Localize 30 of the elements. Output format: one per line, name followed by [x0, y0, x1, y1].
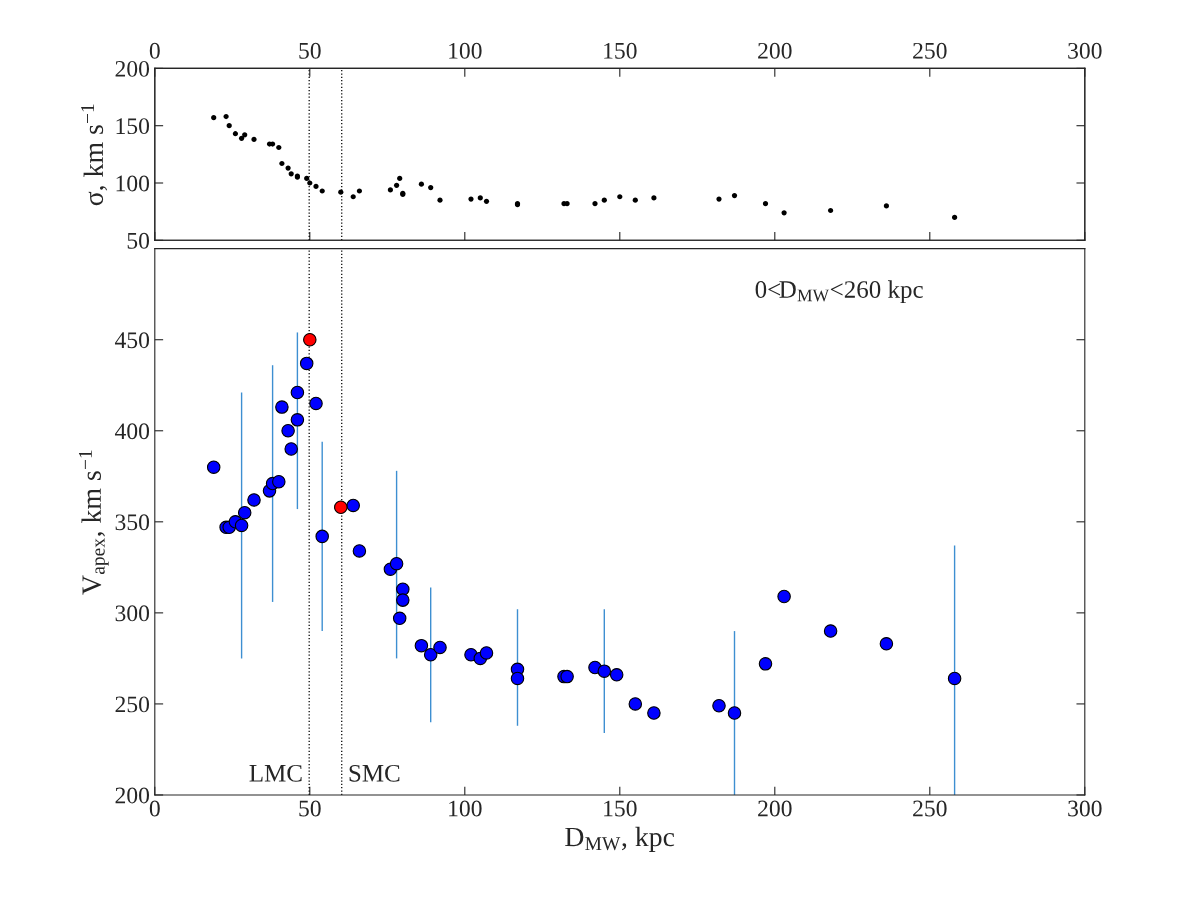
x-tick-label: 100 [449, 800, 482, 817]
x2-tick-label: 50 [299, 42, 321, 59]
x2-tick-label: 200 [758, 42, 792, 59]
y-tick-label: 50 [127, 232, 150, 249]
y-tick-label: 150 [116, 118, 150, 135]
y-tick-label: 450 [114, 332, 150, 349]
x-axis-title: D$_{MW}$, kpc [565, 826, 675, 852]
y-tick-label: 350 [115, 514, 150, 531]
x2-tick-label: 150 [604, 42, 637, 59]
annotation: 0<D$_{MW}$<260 kpc [755, 280, 923, 304]
x2-tick-label: 250 [913, 42, 947, 59]
x-tick-label: 50 [299, 800, 321, 817]
y-tick-label: 250 [115, 696, 150, 713]
y-tick-label: 200 [115, 60, 150, 77]
x-tick-label: 250 [913, 800, 947, 817]
ref-line-label: LMC [249, 764, 302, 782]
x-tick-label: 150 [604, 800, 637, 817]
x-tick-label: 0 [149, 800, 160, 817]
y-tick-label: 200 [115, 787, 150, 804]
x2-tick-label: 0 [149, 42, 160, 59]
x-tick-label: 200 [758, 800, 792, 817]
x2-tick-label: 100 [449, 42, 482, 59]
y-axis-title: V$_{apex}$, km s$^{−1}$ [78, 450, 109, 595]
y-tick-label: 100 [116, 175, 150, 192]
x2-tick-label: 300 [1068, 42, 1102, 59]
y-tick-label: 400 [114, 423, 150, 440]
x-tick-label: 300 [1068, 800, 1102, 817]
ref-line-label: SMC [349, 764, 400, 782]
y-axis-title: σ, km s$^{−1}$ [81, 104, 108, 206]
y-tick-label: 300 [115, 605, 150, 622]
